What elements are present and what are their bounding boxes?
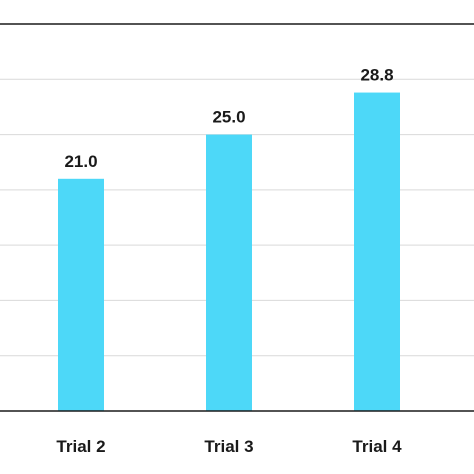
data-label: 28.8 [360,66,393,85]
bar-trial-4 [354,92,400,411]
x-tick-label: Trial 2 [56,437,105,456]
x-tick-label: Trial 4 [352,437,402,456]
data-label: 25.0 [212,108,245,127]
data-label: 21.0 [64,152,97,171]
x-tick-label: Trial 3 [204,437,253,456]
bars [58,92,400,412]
data-labels: 26.521.025.028.8 [64,66,393,171]
bar-trial-2 [58,178,104,411]
bar-trial-3 [206,134,252,412]
